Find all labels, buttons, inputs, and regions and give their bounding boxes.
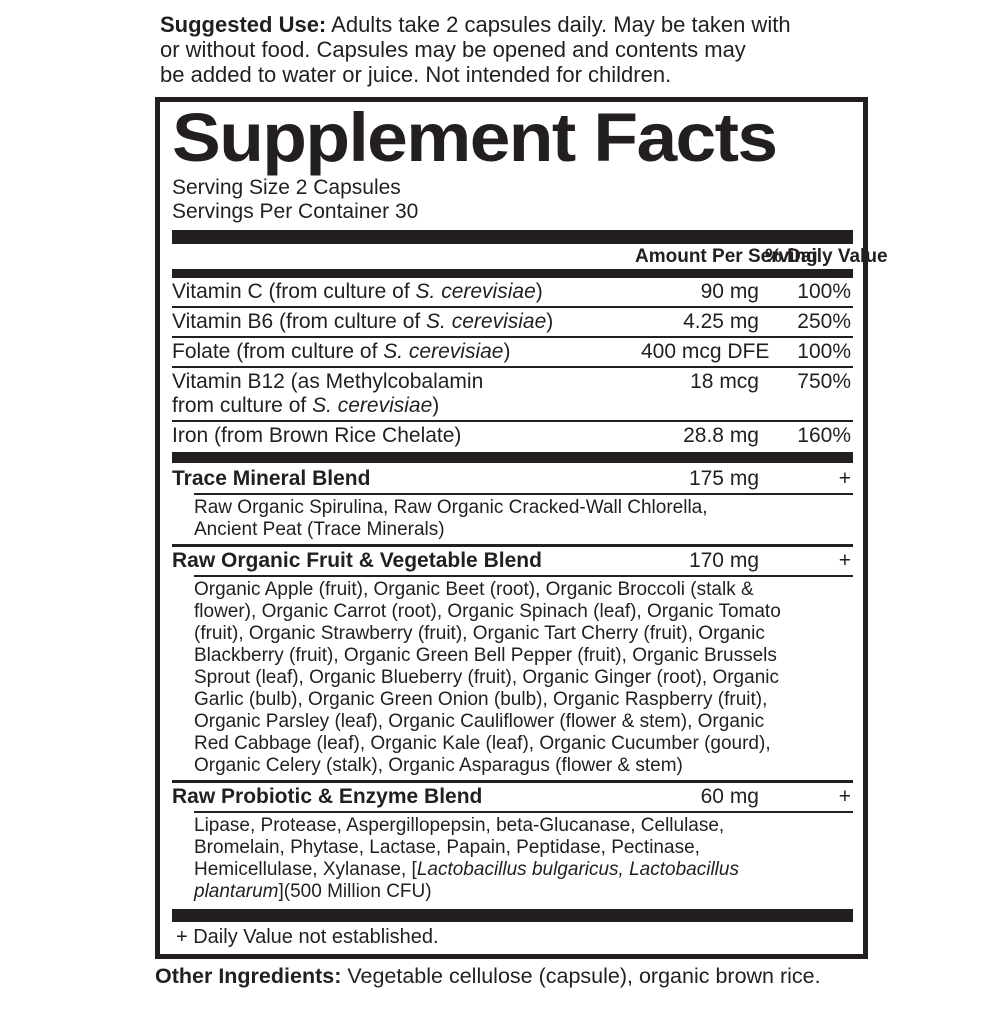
servings-per-container: Servings Per Container 30 [172,200,419,223]
nutrient-name: Vitamin B12 (as Methylcobalamin from cul… [172,370,484,417]
suggested-use-paragraph: Suggested Use: Adults take 2 capsules da… [160,12,860,87]
supplement-facts-panel: Supplement Facts Serving Size 2 Capsules… [155,97,888,959]
other-ingredients-text: Vegetable cellulose (capsule), organic b… [341,964,821,988]
daily-value-footnote: + Daily Value not established. [176,926,439,948]
blend-daily-value: + [838,549,851,572]
other-ingredients-label: Other Ingredients: [155,964,342,988]
blend-name: Trace Mineral Blend [172,467,371,490]
suggested-use-label: Suggested Use: [160,12,327,37]
nutrient-name: Vitamin C (from culture of S. cerevisiae… [172,280,543,303]
divider-bar-header [172,269,853,278]
column-header-daily-value: % Daily Value [765,246,888,267]
label-page: Suggested Use: Adults take 2 capsules da… [0,12,1000,988]
blend-row-fruit-vegetable: Raw Organic Fruit & Vegetable Blend 170 … [172,544,853,575]
divider-bar-bottom [172,909,853,922]
nutrient-amount: 90 mg [700,280,759,303]
blend-amount: 60 mg [700,785,759,808]
blend-row-trace-mineral: Trace Mineral Blend 175 mg + [172,465,853,493]
nutrient-amount: 28.8 mg [683,424,759,447]
blend-daily-value: + [838,785,851,808]
nutrient-daily-value: 100% [797,280,851,303]
blend-ingredients-probiotic-enzyme: Lipase, Protease, Aspergillopepsin, beta… [194,811,853,906]
divider-bar-blends [172,452,853,463]
column-header-amount: Amount Per Serving [635,246,818,267]
nutrient-daily-value: 250% [797,310,851,333]
nutrient-amount: 18 mcg [690,370,759,393]
nutrient-daily-value: 160% [797,424,851,447]
nutrient-amount: 400 mcg DFE [641,340,770,363]
table-row-vitamin-c: Vitamin C (from culture of S. cerevisiae… [172,278,853,306]
table-row-vitamin-b12: Vitamin B12 (as Methylcobalamin from cul… [172,366,853,420]
nutrient-daily-value: 750% [797,370,851,393]
nutrient-name: Folate (from culture of S. cerevisiae) [172,340,511,363]
blend-daily-value: + [838,467,851,490]
table-row-vitamin-b6: Vitamin B6 (from culture of S. cerevisia… [172,306,853,336]
blend-amount: 170 mg [688,549,759,572]
nutrient-daily-value: 100% [797,340,851,363]
nutrient-amount: 4.25 mg [683,310,759,333]
blend-name: Raw Organic Fruit & Vegetable Blend [172,549,542,572]
suggested-use-text: Adults take 2 capsules daily. May be tak… [160,12,791,87]
blend-ingredients-trace-mineral: Raw Organic Spirulina, Raw Organic Crack… [194,493,853,544]
blend-name: Raw Probiotic & Enzyme Blend [172,785,483,808]
blend-row-probiotic-enzyme: Raw Probiotic & Enzyme Blend 60 mg + [172,780,853,811]
serving-size: Serving Size 2 Capsules [172,176,401,199]
panel-title: Supplement Facts [172,99,778,176]
table-row-folate: Folate (from culture of S. cerevisiae) 4… [172,336,853,366]
blend-ingredients-fruit-vegetable: Organic Apple (fruit), Organic Beet (roo… [194,575,853,780]
nutrient-name: Iron (from Brown Rice Chelate) [172,424,462,447]
column-header-row: Amount Per Serving % Daily Value [172,244,888,269]
divider-bar-top [172,230,853,244]
nutrient-name: Vitamin B6 (from culture of S. cerevisia… [172,310,554,333]
other-ingredients-paragraph: Other Ingredients: Vegetable cellulose (… [155,964,960,988]
blend-amount: 175 mg [688,467,759,490]
table-row-iron: Iron (from Brown Rice Chelate) 28.8 mg 1… [172,420,853,450]
